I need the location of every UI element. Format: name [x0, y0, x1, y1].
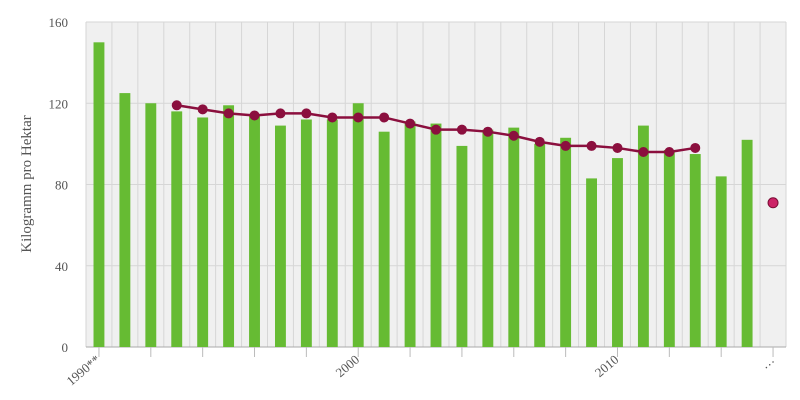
line-point: [690, 142, 701, 153]
line-point: [171, 100, 182, 111]
x-tick-label: …: [757, 352, 777, 372]
bar: [715, 176, 727, 347]
bar: [326, 119, 338, 347]
bar: [482, 129, 494, 347]
target-point: [767, 197, 779, 209]
y-axis: 0 40 80 120 160: [49, 15, 69, 355]
bar: [456, 145, 468, 347]
line-point: [482, 126, 493, 137]
line-point: [456, 124, 467, 135]
extra-points: [767, 197, 779, 209]
bar: [275, 125, 286, 347]
bar: [93, 42, 105, 347]
bar: [197, 117, 209, 347]
bar: [171, 111, 183, 347]
bar: [119, 93, 131, 347]
line-point: [353, 112, 364, 123]
line-point: [586, 140, 597, 151]
line-point: [301, 108, 312, 119]
line-point: [612, 142, 623, 153]
bar: [689, 154, 701, 347]
bar: [508, 127, 520, 347]
line-point: [379, 112, 390, 123]
bar: [637, 125, 649, 347]
bar: [249, 115, 260, 347]
y-tick-label: 40: [55, 259, 68, 274]
bar: [300, 119, 312, 347]
y-tick-label: 0: [62, 340, 69, 355]
line-point: [431, 124, 441, 135]
x-axis: 1990** 2000 2010 …: [63, 347, 777, 388]
line-point: [664, 147, 675, 157]
bar: [534, 143, 546, 347]
bar: [560, 137, 572, 347]
line-point: [249, 110, 260, 121]
bar: [352, 103, 364, 347]
line-point: [327, 112, 338, 123]
line-point: [197, 104, 208, 115]
y-tick-label: 80: [55, 178, 68, 193]
line-point: [638, 147, 649, 157]
bar: [404, 121, 416, 347]
grid: [85, 21, 787, 348]
bar: [586, 178, 597, 347]
bar: [612, 158, 623, 347]
line-point: [405, 118, 416, 129]
line-point: [223, 108, 234, 119]
bar: [378, 131, 390, 347]
trend-line: [171, 100, 701, 157]
line-point: [275, 108, 286, 119]
y-axis-title: Kilogramm pro Hektar: [19, 115, 35, 252]
x-tick-label: 2010: [592, 352, 622, 380]
y-tick-label: 160: [49, 15, 69, 30]
line-point: [534, 136, 545, 147]
x-tick-label: 2000: [333, 352, 363, 380]
bar: [223, 105, 235, 347]
bar: [430, 123, 442, 347]
line-point: [560, 140, 571, 151]
y-tick-label: 120: [49, 96, 69, 111]
x-tick-label: 1990**: [63, 352, 103, 389]
bar: [741, 139, 753, 347]
line-point: [508, 130, 519, 141]
bars: [93, 42, 753, 347]
bar: [663, 149, 675, 347]
bar: [145, 103, 157, 347]
